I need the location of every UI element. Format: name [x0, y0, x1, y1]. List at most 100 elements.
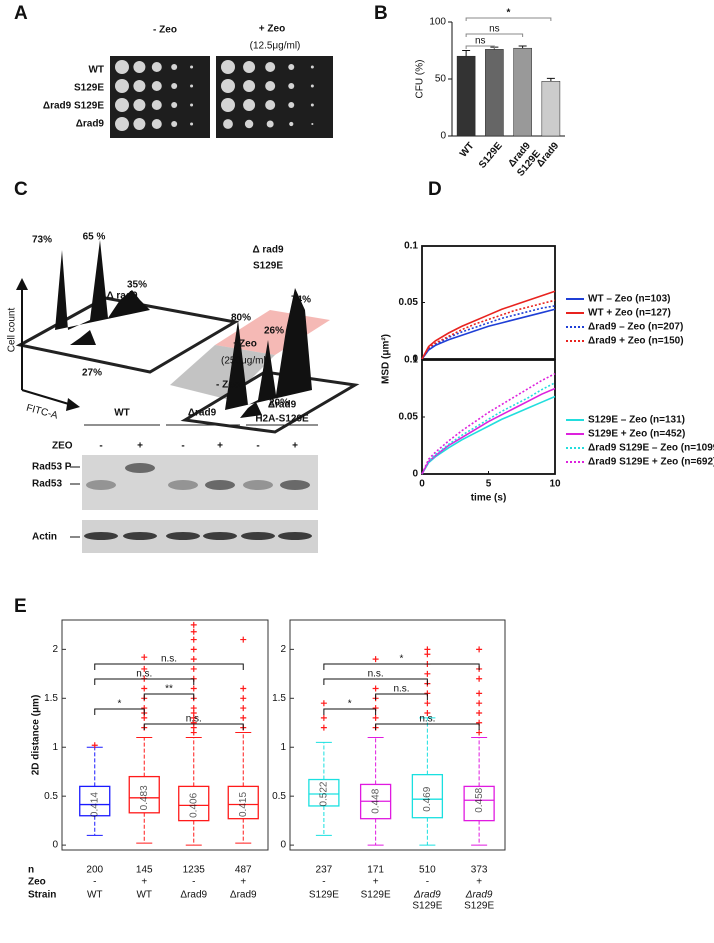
significance-bracket — [465, 45, 495, 49]
band — [278, 532, 312, 540]
zeo-value: - — [322, 877, 325, 888]
y-axis-label: 2D distance (μm) — [31, 695, 42, 776]
outlier — [190, 628, 197, 635]
median-label: 0.469 — [422, 786, 433, 811]
spot — [223, 119, 233, 129]
band — [84, 532, 118, 540]
legend-label: S129E + Zeo (n=452) — [588, 429, 685, 440]
strain-label: Δ rad9 — [252, 245, 284, 256]
percentage: 65 % — [83, 232, 106, 243]
outlier — [476, 675, 483, 682]
y-tick-label: 0.1 — [404, 241, 418, 252]
spot — [221, 98, 235, 112]
strain-value: Δrad9 — [465, 890, 493, 901]
y-tick-label: 0.1 — [404, 355, 418, 366]
percentage: 74% — [291, 295, 311, 306]
significance-label: * — [400, 654, 404, 665]
spot — [221, 60, 235, 74]
spot — [133, 99, 146, 111]
band-label: Actin — [32, 532, 57, 543]
median-label: 0.415 — [238, 792, 249, 817]
zeo-value: + — [373, 877, 379, 888]
outlier — [91, 742, 98, 749]
zeo-value: + — [476, 877, 482, 888]
row-label: n — [28, 865, 34, 876]
outlier — [141, 685, 148, 692]
outlier — [141, 665, 148, 672]
spot — [265, 62, 276, 72]
median-label: 0.448 — [370, 788, 381, 813]
treatment-label: ZEO — [52, 441, 73, 452]
spot — [289, 121, 294, 127]
bar — [456, 55, 476, 137]
significance-bracket — [375, 693, 428, 700]
plot-frame — [289, 619, 506, 851]
percentage: 20% — [269, 398, 289, 409]
spot — [190, 84, 194, 88]
n-value: 510 — [419, 865, 436, 876]
y-tick-label: 0.05 — [399, 412, 419, 423]
spot — [133, 118, 146, 130]
median-label: 0.458 — [474, 787, 485, 812]
y-tick-label: 0.5 — [272, 791, 286, 802]
panel-label: B — [374, 3, 388, 24]
band-label: Rad53 P — [32, 462, 72, 473]
treatment: (250μg/ml) — [221, 356, 269, 367]
spot — [171, 83, 178, 89]
spot — [243, 80, 256, 92]
significance-label: n.s. — [393, 684, 409, 695]
significance-label: ns — [489, 24, 500, 35]
spot — [171, 64, 178, 70]
spot — [115, 79, 129, 93]
spot — [151, 62, 162, 72]
y-tick-label: 1 — [52, 742, 58, 753]
strain-value: WT — [136, 890, 152, 901]
significance-bracket — [323, 708, 377, 715]
spot — [311, 122, 314, 126]
y-tick-label: 0 — [412, 354, 418, 365]
blot-strain: Δrad9 — [268, 400, 297, 411]
panel-label: E — [14, 596, 27, 617]
box — [308, 778, 340, 807]
bar — [485, 49, 504, 137]
outlier — [320, 700, 327, 707]
treatment: - — [99, 441, 102, 452]
y-tick-label: 1 — [280, 742, 286, 753]
column-label: + Zeo — [259, 24, 285, 35]
legend-label: Δrad9 + Zeo (n=150) — [588, 336, 684, 347]
row-label: Strain — [28, 890, 56, 901]
outlier — [190, 636, 197, 643]
zeo-value: + — [141, 877, 147, 888]
blot-strain: Δrad9 — [188, 408, 217, 419]
percentage: 73% — [32, 235, 52, 246]
y-tick-label: 0 — [412, 469, 418, 480]
spot — [243, 99, 256, 111]
spot — [151, 119, 162, 129]
band-label: Rad53 — [32, 479, 62, 490]
spot — [288, 102, 295, 108]
significance-label: ns — [475, 36, 486, 47]
significance-bracket — [143, 723, 244, 730]
significance-bracket — [465, 17, 552, 21]
significance-label: n.s. — [136, 669, 152, 680]
strain-value: S129E — [412, 901, 442, 912]
series-line — [421, 395, 556, 475]
strain-value: S129E — [309, 890, 339, 901]
legend-label: Δrad9 S129E – Zeo (n=1099) — [588, 443, 714, 454]
median-label: 0.406 — [188, 792, 199, 817]
outlier — [240, 636, 247, 643]
y-tick-label: 1.5 — [272, 693, 286, 704]
strain-value: S129E — [464, 901, 494, 912]
significance-bracket — [375, 723, 480, 730]
series-line — [421, 372, 556, 475]
strain-label: Δ rad9 — [106, 291, 138, 302]
band — [168, 480, 198, 490]
outlier — [424, 670, 431, 677]
n-value: 145 — [136, 865, 153, 876]
outlier — [320, 714, 327, 721]
treatment: + — [137, 441, 143, 452]
zeo-value: - — [192, 877, 195, 888]
band — [125, 463, 155, 473]
treatment: + — [217, 441, 223, 452]
treatment: + — [292, 441, 298, 452]
